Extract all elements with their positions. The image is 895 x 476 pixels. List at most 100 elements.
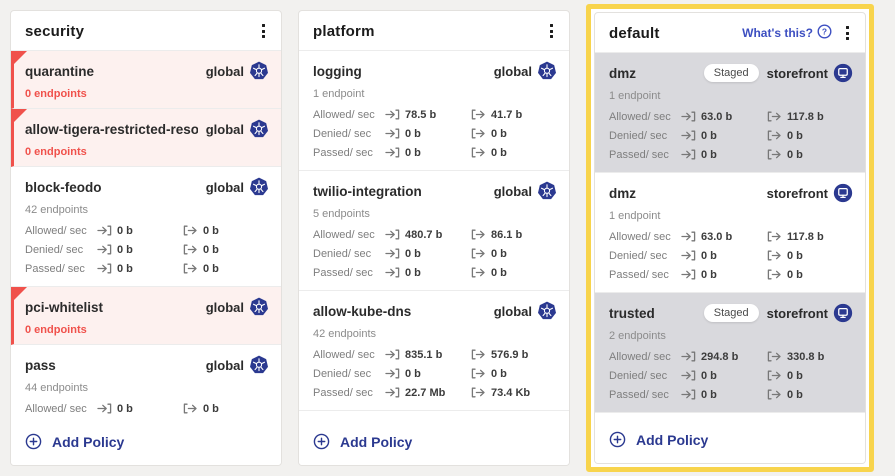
policy-card[interactable]: twilio-integration global 5 endpoints Allo… <box>299 171 569 291</box>
stat-ingress-value: 0 b <box>385 128 471 140</box>
stat-egress-value: 330.8 b <box>767 351 824 363</box>
ingress-bytes: 0 b <box>117 224 133 237</box>
endpoint-count: 42 endpoints <box>25 204 88 216</box>
policy-name: pci-whitelist <box>25 299 104 315</box>
policy-name: dmz <box>609 65 636 81</box>
stat-egress-value: 0 b <box>183 422 219 423</box>
egress-arrow-icon <box>767 351 782 362</box>
policy-scope: global <box>494 181 557 201</box>
policy-board: security quarantine global 0 endpoints allo… <box>10 4 874 472</box>
policy-title-row: dmz storefront <box>609 183 853 203</box>
policy-card[interactable]: allow-kube-dns global 42 endpoints Allowed… <box>299 291 569 411</box>
policy-card[interactable]: allow-tigera-restricted-resourcesglobal … <box>11 109 281 167</box>
ingress-bytes: 0 b <box>405 367 421 380</box>
policy-card[interactable]: quarantine global 0 endpoints <box>11 51 281 109</box>
stat-row-passed: Passed/ sec 0 b 0 b <box>25 259 269 278</box>
endpoint-count: 0 endpoints <box>25 324 87 336</box>
endpoint-count: 44 endpoints <box>25 382 88 394</box>
egress-bytes: 0 b <box>203 224 219 237</box>
policy-card[interactable]: dmz storefront 1 endpoint Allowed/ sec 63.… <box>595 173 865 293</box>
policy-title-row: trusted Staged storefront <box>609 303 853 323</box>
policy-scope: global <box>494 301 557 321</box>
stat-egress-value: 0 b <box>183 403 219 415</box>
policy-card[interactable]: pass global 44 endpoints Allowed/ sec 0 b … <box>11 345 281 422</box>
stat-ingress-value: 0 b <box>681 250 767 262</box>
policy-card[interactable]: pci-whitelist global 0 endpoints <box>11 287 281 345</box>
plus-circle-icon <box>25 433 42 450</box>
ingress-bytes: 0 b <box>701 268 717 281</box>
egress-arrow-icon <box>183 403 198 414</box>
stat-label-denied: Denied/ sec <box>25 422 97 423</box>
stat-egress-value: 0 b <box>471 128 507 140</box>
policy-name: dmz <box>609 185 636 201</box>
kebab-menu-icon[interactable] <box>842 24 853 42</box>
stat-ingress-value: 0 b <box>97 422 183 423</box>
policy-scope: global <box>206 177 269 197</box>
tier-title: default <box>609 24 660 42</box>
stat-row-denied: Denied/ sec 0 b 0 b <box>609 246 853 265</box>
egress-arrow-icon <box>183 244 198 255</box>
ingress-bytes: 63.0 b <box>701 230 733 243</box>
add-policy-button[interactable]: Add Policy <box>609 431 708 448</box>
endpoint-count: 1 endpoint <box>609 90 661 102</box>
kebab-menu-icon[interactable] <box>546 22 557 40</box>
tier-header-actions <box>546 22 557 40</box>
policy-title-row: logging global <box>313 61 557 81</box>
ingress-bytes: 78.5 b <box>405 108 437 121</box>
egress-bytes: 0 b <box>203 422 219 423</box>
endpoint-count: 0 endpoints <box>25 146 87 158</box>
kebab-menu-icon[interactable] <box>258 22 269 40</box>
stat-label-allowed: Allowed/ sec <box>609 230 671 243</box>
policy-scope-label: storefront <box>766 305 828 321</box>
column-footer: Add Policy <box>299 422 569 465</box>
add-policy-label: Add Policy <box>340 433 413 450</box>
whats-this-link[interactable]: What's this? ? <box>742 24 832 42</box>
ingress-arrow-icon <box>97 403 112 414</box>
stat-egress-value: 0 b <box>767 269 803 281</box>
policy-title-row: quarantine global <box>25 61 269 81</box>
global-scope-icon <box>249 355 269 375</box>
global-scope-icon <box>249 297 269 317</box>
stat-ingress-value: 0 b <box>681 149 767 161</box>
stat-ingress-value: 835.1 b <box>385 349 471 361</box>
policy-scope: global <box>206 297 269 317</box>
policy-stats: Allowed/ sec 835.1 b 576.9 b Denied/ sec … <box>313 345 557 402</box>
stat-egress-value: 0 b <box>471 267 507 279</box>
add-policy-button[interactable]: Add Policy <box>25 433 124 450</box>
egress-arrow-icon <box>471 387 486 398</box>
policy-card[interactable]: trusted Staged storefront 2 endpoints Allow… <box>595 293 865 413</box>
ingress-bytes: 0 b <box>701 369 717 382</box>
policy-card[interactable]: trustedstorefront <box>595 413 865 420</box>
policy-scope: global <box>206 61 269 81</box>
stat-label-passed: Passed/ sec <box>313 386 373 399</box>
egress-bytes: 0 b <box>787 369 803 382</box>
stat-egress-value: 0 b <box>767 130 803 142</box>
ingress-bytes: 0 b <box>405 247 421 260</box>
help-circle-icon[interactable]: ? <box>817 24 832 42</box>
policy-card[interactable]: dmz Staged storefront 1 endpoint Allowed/ s… <box>595 53 865 173</box>
ingress-arrow-icon <box>681 370 696 381</box>
global-scope-icon <box>249 61 269 81</box>
ingress-bytes: 480.7 b <box>405 228 443 241</box>
stat-egress-value: 0 b <box>183 263 219 275</box>
policy-name: quarantine <box>25 63 95 79</box>
stat-row-passed: Passed/ sec 0 b 0 b <box>609 385 853 404</box>
egress-bytes: 0 b <box>491 367 507 380</box>
ingress-bytes: 0 b <box>117 262 133 275</box>
add-policy-button[interactable]: Add Policy <box>313 433 412 450</box>
stat-label-denied: Denied/ sec <box>313 247 372 260</box>
egress-bytes: 86.1 b <box>491 228 523 241</box>
ingress-bytes: 0 b <box>117 243 133 256</box>
ingress-arrow-icon <box>385 368 400 379</box>
stat-ingress-value: 22.7 Mb <box>385 387 471 399</box>
stat-egress-value: 0 b <box>767 370 803 382</box>
policy-scope-label: global <box>205 63 244 79</box>
egress-arrow-icon <box>471 109 486 120</box>
stat-label-allowed: Allowed/ sec <box>609 350 671 363</box>
ingress-bytes: 0 b <box>405 146 421 159</box>
policy-card[interactable]: logging global 1 endpoint Allowed/ sec 78.… <box>299 51 569 171</box>
ingress-bytes: 63.0 b <box>701 110 733 123</box>
endpoint-count: 2 endpoints <box>609 330 666 342</box>
ingress-arrow-icon <box>97 263 112 274</box>
policy-card[interactable]: block-feodo global 42 endpoints Allowed/ s… <box>11 167 281 287</box>
